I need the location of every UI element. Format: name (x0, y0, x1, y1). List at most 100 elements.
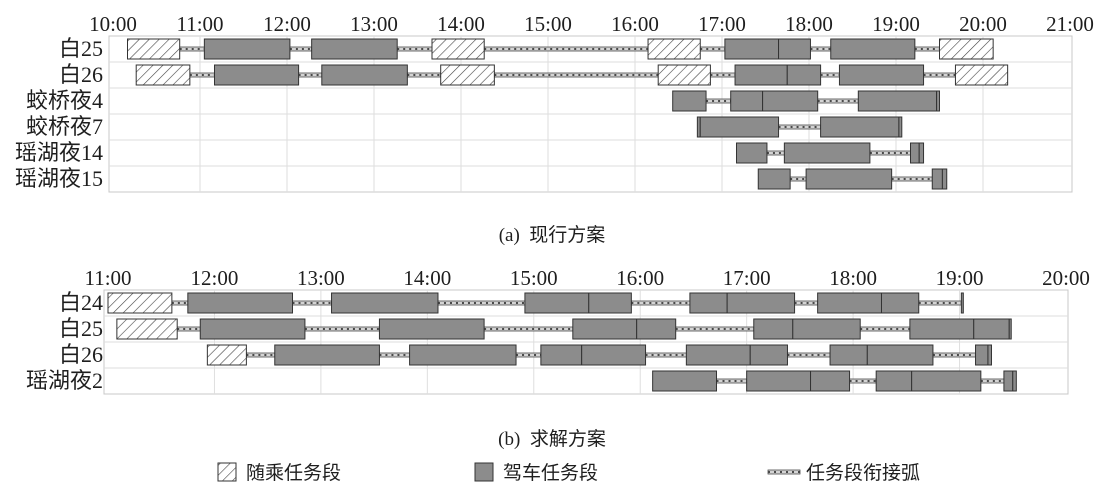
link-arc (483, 326, 574, 332)
tick-label: 14:00 (403, 266, 451, 290)
link-arc (245, 352, 276, 358)
link-arc (778, 124, 821, 130)
link-arc (292, 300, 332, 306)
tick-label: 10:00 (89, 12, 137, 36)
drive-segment (187, 292, 294, 314)
drive-segment (524, 292, 590, 314)
link-arc (630, 300, 691, 306)
legend-item-link: 任务段衔接弧 (767, 462, 920, 484)
drive-segment (746, 370, 812, 392)
drive-segment (910, 142, 920, 164)
drive-segment (724, 38, 780, 60)
row-label: 白25 (59, 316, 103, 341)
tick-label: 21:00 (1046, 12, 1094, 36)
link-arc (437, 300, 526, 306)
drive-segment (409, 344, 517, 366)
legend-item-drive: 驾车任务段 (474, 462, 598, 484)
link-arc (289, 46, 313, 52)
link-arc-band (396, 46, 433, 52)
link-arc (645, 352, 687, 358)
link-arc (869, 150, 911, 156)
drive-segment (805, 168, 893, 190)
drive-segment (786, 64, 822, 86)
link-arc (914, 46, 940, 52)
link-arc (859, 326, 911, 332)
drive-segment (1008, 318, 1012, 340)
drive-segment (753, 318, 794, 340)
ride-segment (954, 64, 1009, 86)
ride-segment (431, 38, 485, 60)
ride-segment (440, 64, 495, 86)
tick-label: 15:00 (524, 12, 572, 36)
drive-segment (936, 90, 940, 112)
drive-segment (730, 90, 764, 112)
ride-segment (135, 64, 191, 86)
legend-link-band (767, 469, 801, 475)
ride-segment (127, 38, 181, 60)
legend-label: 驾车任务段 (503, 462, 598, 484)
link-arc (810, 46, 832, 52)
link-arc (483, 46, 649, 52)
row-label: 白25 (59, 36, 103, 61)
ride-segment (939, 38, 994, 60)
drive-segment (311, 38, 398, 60)
legend-item-ride: 随乘任务段 (217, 462, 341, 484)
tick-label: 19:00 (936, 266, 984, 290)
row-label: 白26 (59, 342, 103, 367)
tick-label: 14:00 (437, 12, 485, 36)
drive-segment (581, 344, 647, 366)
drive-segment (331, 292, 439, 314)
drive-segment (838, 64, 925, 86)
drive-segment (685, 344, 751, 366)
link-arc (794, 300, 819, 306)
gantt-chart: 10:00 11:00 12:00 13:00 14:00 15:00 16:00 17:00… (15, 12, 1094, 193)
drive-segment (321, 64, 408, 86)
link-arc (817, 98, 859, 104)
gantt-chart: 11:00 12:00 13:00 14:00 15:00 16:00 17:00 18:00… (26, 266, 1090, 395)
tick-label: 17:00 (723, 266, 771, 290)
tick-label: 19:00 (872, 12, 920, 36)
link-arc-band (810, 46, 832, 52)
link-arc (179, 46, 205, 52)
ride-segment (657, 64, 711, 86)
drive-segment (918, 142, 925, 164)
row-label: 瑶湖夜14 (15, 140, 103, 165)
link-arc (710, 72, 736, 78)
drive-segment (689, 292, 728, 314)
drive-segment (203, 38, 291, 60)
legend-label: 任务段衔接弧 (806, 462, 920, 484)
drive-segment (783, 142, 871, 164)
link-arc (406, 72, 442, 78)
link-arc (493, 72, 659, 78)
drive-segment (829, 344, 868, 366)
drive-segment (973, 318, 1010, 340)
ride-segment (206, 344, 247, 366)
drive-segment (636, 318, 677, 340)
tick-label: 18:00 (829, 266, 877, 290)
link-arc (705, 98, 732, 104)
tick-label: 16:00 (611, 12, 659, 36)
link-arc (891, 176, 933, 182)
drive-segment (1003, 370, 1014, 392)
legend: 随乘任务段 驾车任务段 任务段衔接弧 (217, 462, 920, 484)
tick-label: 20:00 (959, 12, 1007, 36)
row-label: 瑶湖夜15 (15, 166, 103, 191)
link-arc-band (766, 150, 785, 156)
tick-label: 17:00 (698, 12, 746, 36)
link-arc (923, 72, 956, 78)
tick-label: 13:00 (297, 266, 345, 290)
drive-segment (1012, 370, 1017, 392)
tick-label: 12:00 (191, 266, 239, 290)
drive-segment (792, 318, 861, 340)
drive-segment (736, 142, 768, 164)
link-arc (298, 72, 323, 78)
link-arc (820, 72, 840, 78)
tick-label: 11:00 (84, 266, 131, 290)
ride-segment (107, 292, 173, 314)
drive-segment (672, 90, 707, 112)
drive-segment (909, 318, 975, 340)
link-arc (396, 46, 433, 52)
link-arc (849, 378, 877, 384)
row-label: 蛟桥夜7 (26, 114, 103, 139)
